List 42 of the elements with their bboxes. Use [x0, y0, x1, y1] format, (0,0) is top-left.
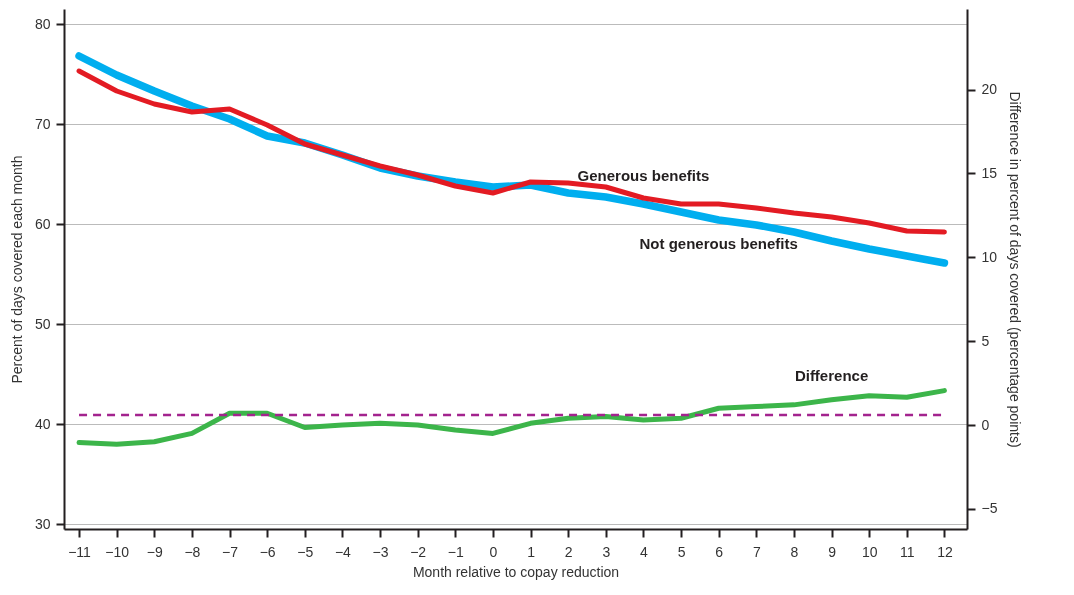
x-tick-label: −2: [410, 543, 427, 560]
y-tick-label: 30: [34, 515, 51, 532]
x-tick-label: −6: [259, 543, 276, 560]
y-tick-label: 70: [34, 115, 51, 132]
y2-tick-label: −5: [981, 500, 998, 517]
x-tick-label: −1: [447, 543, 464, 560]
x-tick-label: 11: [900, 543, 915, 560]
x-tick-label: 5: [677, 543, 686, 560]
y-tick-label: 60: [34, 215, 51, 232]
x-tick-label: 7: [752, 543, 761, 560]
y2-tick-label: 15: [981, 164, 998, 181]
x-tick-label: −8: [184, 543, 201, 560]
x-tick-label: −3: [372, 543, 389, 560]
x-tick-label: 3: [602, 543, 611, 560]
x-tick-label: 1: [527, 543, 536, 560]
x-tick-label: −7: [222, 543, 239, 560]
y-tick-label: 80: [34, 15, 51, 32]
y2-tick-label: 10: [981, 248, 998, 265]
x-tick-label: −11: [68, 543, 92, 560]
x-axis-title: Month relative to copay reduction: [412, 563, 620, 580]
x-tick-label: 9: [828, 543, 837, 560]
y2-tick-label: 0: [981, 416, 990, 433]
y-tick-label: 40: [34, 415, 51, 432]
y2-tick-label: 5: [981, 332, 990, 349]
x-tick-label: 4: [640, 543, 649, 560]
x-tick-label: 0: [489, 543, 498, 560]
x-tick-label: 12: [937, 543, 953, 560]
x-tick-label: 8: [790, 543, 799, 560]
x-tick-label: 2: [564, 543, 573, 560]
x-tick-label: −5: [297, 543, 314, 560]
y-axis-title: Percent of days covered each month: [8, 155, 25, 384]
x-tick-label: −9: [146, 543, 163, 560]
series-label: Not generous benefits: [639, 235, 798, 252]
x-tick-label: 10: [861, 543, 878, 560]
x-tick-label: 6: [715, 543, 724, 560]
x-tick-label: −4: [334, 543, 352, 560]
series-label: Generous benefits: [577, 167, 710, 184]
series-label: Difference: [794, 366, 869, 384]
y2-tick-label: 20: [981, 81, 998, 98]
y2-axis-title: Difference in percent of days covered (percentage points): [1007, 91, 1024, 448]
x-tick-label: −10: [105, 543, 130, 560]
y-tick-label: 50: [34, 315, 51, 332]
